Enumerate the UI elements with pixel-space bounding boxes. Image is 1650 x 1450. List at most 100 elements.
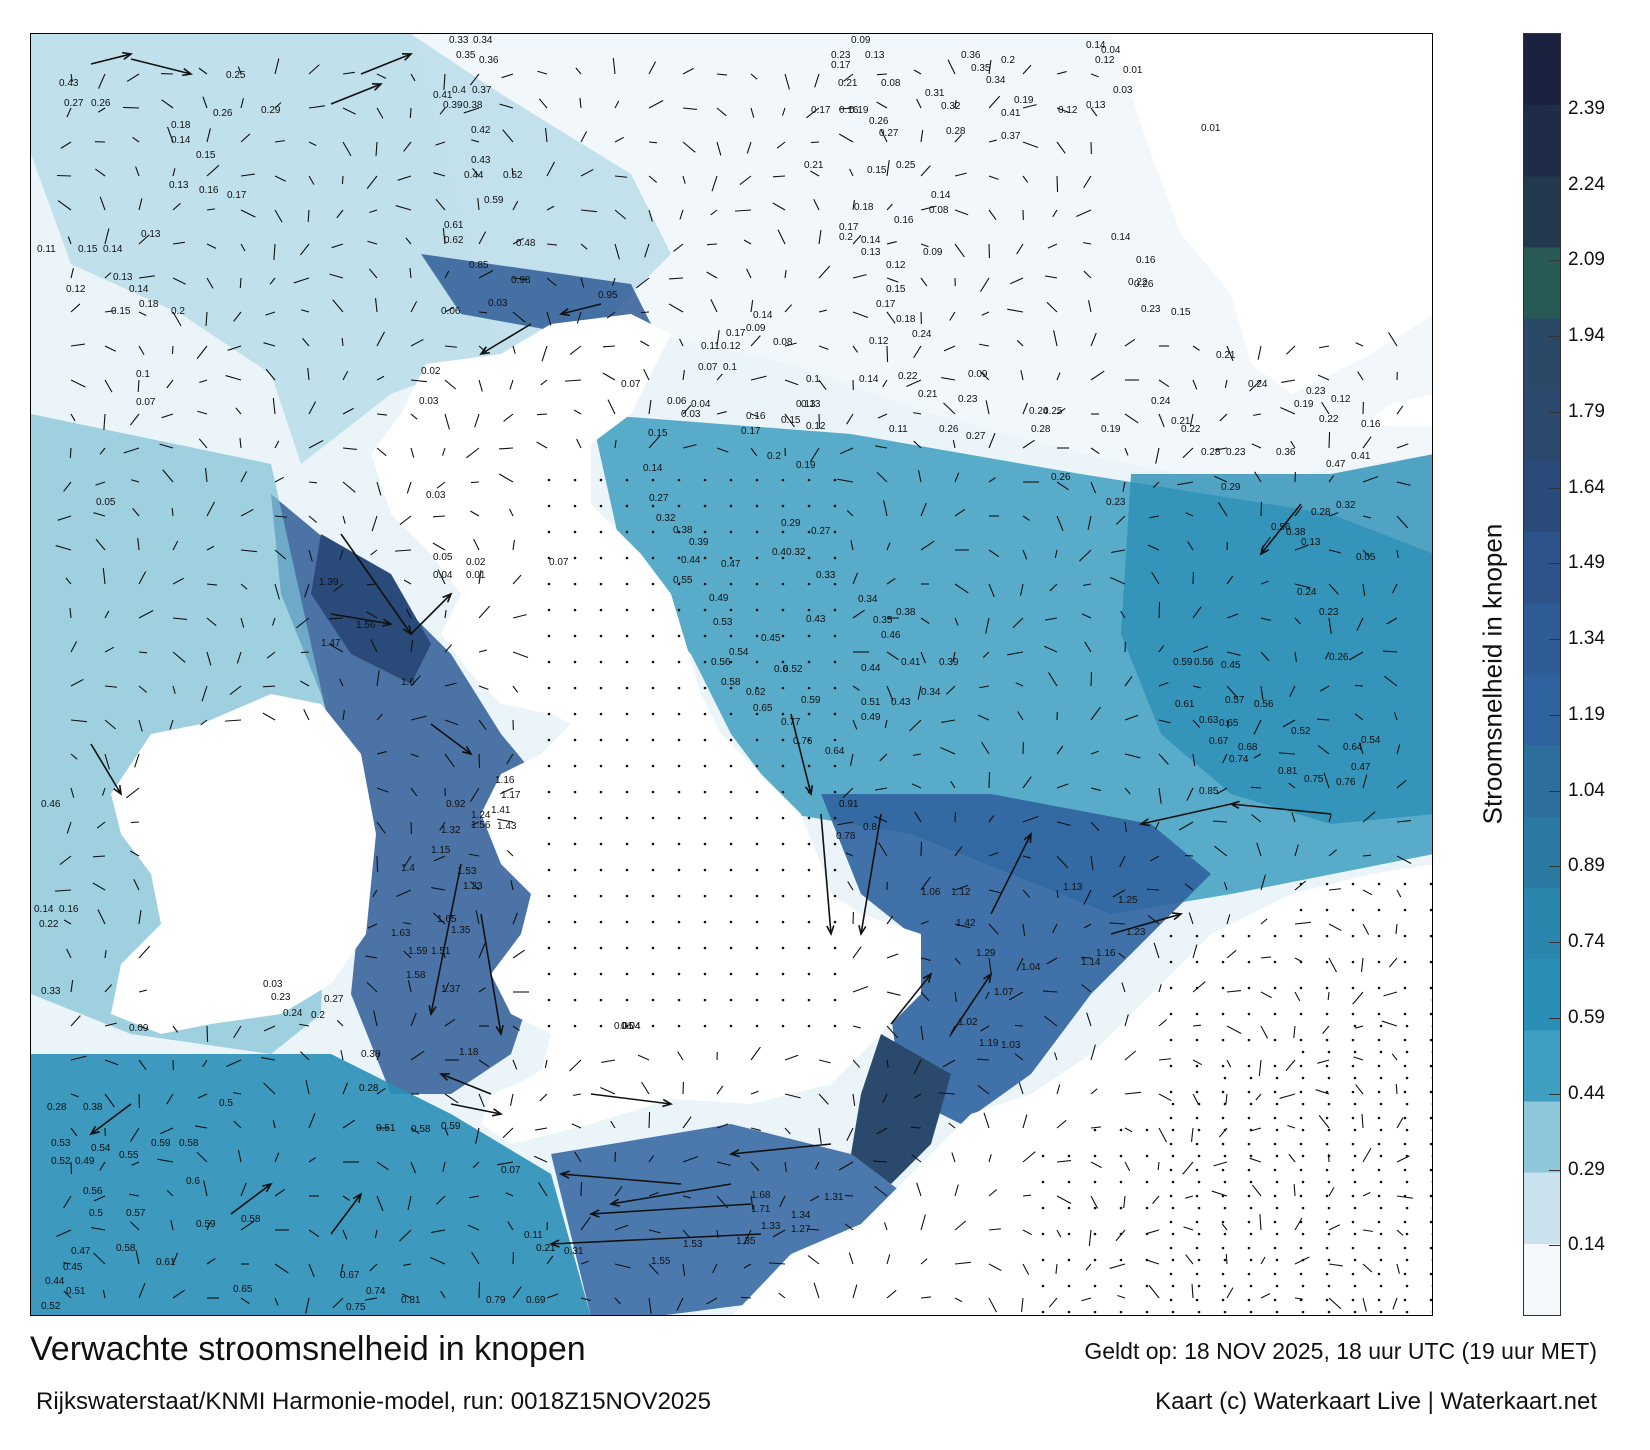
speed-value-label: 0.17 [741, 426, 761, 437]
speed-value-label: 0.2 [311, 1010, 325, 1021]
current-arrow-small [950, 780, 956, 789]
grid-dot [547, 556, 551, 560]
current-arrow-small [920, 876, 931, 891]
current-arrow-small [979, 685, 990, 689]
current-arrow-small [478, 379, 483, 392]
speed-value-label: 1.03 [1001, 1040, 1021, 1051]
current-arrow-small [988, 1189, 998, 1197]
grid-dot [1119, 1258, 1123, 1262]
current-arrow-small [410, 1012, 417, 1027]
grid-dot [547, 920, 551, 924]
grid-dot [1301, 1206, 1305, 1210]
current-arrow-small [682, 1229, 691, 1238]
current-arrow-small [1056, 889, 1059, 898]
current-arrow-small [985, 400, 990, 415]
current-arrow-small [342, 370, 349, 381]
current-arrow-small [1260, 1025, 1269, 1039]
current-arrow-small [478, 1059, 490, 1068]
grid-dot [781, 816, 785, 820]
land-scotland [371, 314, 921, 1144]
current-arrow-small [1320, 685, 1330, 692]
current-arrow-small [1084, 641, 1092, 653]
speed-value-label: 0.13 [796, 399, 816, 410]
current-arrow-small [1396, 549, 1399, 558]
current-arrow-small [818, 1127, 822, 1144]
current-arrow-small [133, 878, 140, 891]
current-arrow-small [409, 267, 412, 279]
speed-value-label: 0.14 [103, 244, 123, 255]
current-arrow-small [920, 540, 935, 551]
grid-dot [703, 634, 707, 638]
current-arrow-small [403, 950, 412, 959]
grid-dot [833, 478, 837, 482]
speed-value-label: 1.35 [451, 925, 471, 936]
current-arrow-small [886, 577, 896, 585]
current-arrow-small [920, 205, 937, 211]
grid-dot [1325, 1064, 1329, 1068]
speed-value-label: 0.36 [961, 50, 981, 61]
current-arrow-small [886, 542, 891, 551]
current-arrow-small [266, 651, 276, 659]
grid-dot [1405, 1102, 1409, 1106]
current-arrow-small [1260, 918, 1268, 925]
current-arrow-small [1044, 1015, 1058, 1027]
current-arrow-small [1185, 1254, 1194, 1265]
current-arrow-small [1085, 1263, 1092, 1271]
speed-value-label: 0.56 [83, 1186, 103, 1197]
current-arrow-small [1158, 1019, 1168, 1027]
grid-dot [1353, 1180, 1357, 1184]
grid-dot [1431, 1285, 1432, 1287]
current-arrow-small [982, 651, 990, 658]
current-arrow-small [716, 141, 722, 156]
current-arrow-small [920, 651, 927, 664]
current-arrow-small [920, 920, 929, 925]
current-arrow-small [1294, 505, 1303, 517]
grid-dot [1377, 1194, 1381, 1198]
grid-dot [1429, 908, 1432, 912]
current-arrow-small [1396, 744, 1401, 755]
grid-dot [729, 764, 733, 768]
current-arrow-small [778, 1292, 786, 1299]
current-arrow-small [206, 617, 217, 627]
grid-dot [1273, 960, 1277, 964]
current-arrow-small [1020, 370, 1024, 381]
current-arrow-small [502, 129, 514, 143]
speed-value-label: 1.23 [1126, 927, 1146, 938]
grid-dot [755, 764, 759, 768]
current-arrow-small [784, 1161, 787, 1172]
grid-dot [729, 660, 733, 664]
speed-value-label: 0.92 [446, 799, 466, 810]
speed-value-label: 0.75 [1304, 774, 1324, 785]
grid-dot [573, 764, 577, 768]
speed-value-label: 0.4 [452, 85, 466, 96]
current-arrow-small [274, 476, 285, 483]
grid-dot [573, 998, 577, 1002]
current-arrow-small [1362, 549, 1371, 558]
grid-dot [1405, 1284, 1409, 1288]
speed-value-label: 0.14 [1086, 40, 1106, 51]
speed-value-label: 0.53 [713, 617, 733, 628]
current-arrow-small [818, 379, 827, 391]
current-arrow-small [648, 400, 652, 415]
speed-value-label: 0.45 [761, 633, 781, 644]
current-arrow-small [512, 685, 519, 693]
current-arrow-small [772, 1229, 786, 1238]
grid-dot [1223, 1154, 1227, 1158]
current-arrow [480, 913, 504, 1037]
current-arrow-small [1285, 1059, 1296, 1072]
current-arrow-small [641, 1081, 650, 1095]
current-arrow-small [469, 881, 480, 891]
colorbar-tick-label: 1.49 [1568, 552, 1605, 574]
current-speed-map[interactable]: 0.33 0.34 0.35 0.36 0.41 0.4 0.37 0.39 0.38 0.42 0… [30, 33, 1433, 1316]
current-arrow [330, 1192, 363, 1235]
current-arrow-small [172, 311, 182, 327]
grid-dot [677, 1024, 681, 1028]
current-arrow-small [70, 268, 74, 279]
grid-dot [573, 842, 577, 846]
current-arrow-small [129, 1193, 140, 1197]
current-arrow-small [1362, 515, 1371, 519]
current-arrow-small [137, 538, 140, 551]
current-arrow-small [988, 477, 996, 483]
current-arrow-small [852, 609, 865, 619]
current-arrow-small [172, 1252, 179, 1265]
